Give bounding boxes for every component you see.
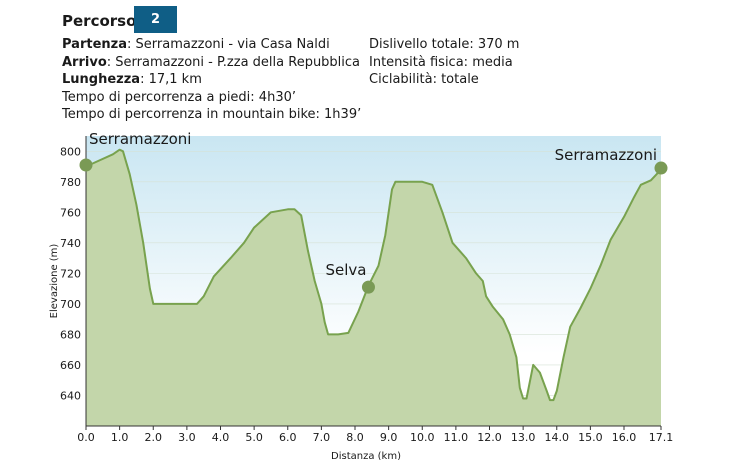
x-tick-label: 5.0	[245, 431, 263, 444]
length-line: Lunghezza: 17,1 km	[62, 71, 361, 89]
waypoint-label: Serramazzoni	[555, 146, 657, 164]
elevation-line	[85, 148, 662, 402]
x-tick-label: 3.0	[178, 431, 196, 444]
y-ticks: 640 660 680 700 720 740 760 780 800	[60, 145, 81, 402]
end-label: Arrivo	[62, 54, 107, 70]
x-tick-label: 1.0	[111, 431, 129, 444]
y-tick-label: 780	[60, 176, 81, 189]
route-number-badge: 2	[134, 6, 177, 33]
start-value: : Serramazzoni - via Casa Naldi	[127, 37, 330, 52]
walk-time: Tempo di percorrenza a piedi: 4h30’	[62, 89, 296, 105]
elevation-gain: Dislivello totale: 370 m	[369, 37, 520, 52]
x-tick-label: 6.0	[279, 431, 297, 444]
end-line: Arrivo: Serramazzoni - P.zza della Repub…	[62, 54, 361, 72]
route-info-right: Dislivello totale: 370 m Intensità fisic…	[369, 36, 519, 89]
y-tick-label: 720	[60, 267, 81, 280]
y-axis-label: Elevazione (m)	[49, 244, 60, 319]
route-title: Percorso	[62, 12, 137, 30]
route-info-left: Partenza: Serramazzoni - via Casa Naldi …	[62, 36, 361, 124]
y-tick-label: 660	[60, 359, 81, 372]
cyclability: Ciclabilità: totale	[369, 72, 479, 87]
waypoint-marker	[79, 158, 93, 172]
y-tick-label: 760	[60, 206, 81, 219]
bike-time: Tempo di percorrenza in mountain bike: 1…	[62, 107, 362, 122]
waypoint-label: Selva	[325, 261, 366, 279]
y-tick-label: 700	[60, 298, 81, 311]
y-tick-label: 740	[60, 237, 81, 250]
waypoint-marker	[654, 161, 668, 175]
length-label: Lunghezza	[62, 72, 141, 87]
y-tick-label: 800	[60, 145, 81, 158]
x-tick-label: 13.0	[511, 431, 536, 444]
x-tick-label: 16.0	[612, 431, 637, 444]
x-tick-label: 7.0	[313, 431, 331, 444]
waypoint-label: Serramazzoni	[89, 130, 191, 148]
x-axis-label: Distanza (km)	[331, 451, 401, 460]
end-value: : Serramazzoni - P.zza della Repubblica	[106, 54, 361, 70]
x-ticks: 0.0 1.0 2.0 3.0 4.0 5.0 6.0 7.0 8.0 9.0 10.0 11.0 12…	[77, 426, 673, 444]
start-line: Partenza: Serramazzoni - via Casa Naldi	[62, 36, 361, 54]
route-header: Percorso 2 Partenza: Serramazzoni - via …	[62, 6, 722, 126]
x-tick-label: 4.0	[212, 431, 230, 444]
intensity: Intensità fisica: media	[369, 54, 513, 70]
length-value: : 17,1 km	[140, 72, 202, 87]
y-tick-label: 640	[60, 389, 81, 402]
x-tick-label: 2.0	[145, 431, 163, 444]
x-tick-label: 15.0	[578, 431, 603, 444]
x-tick-label: 12.0	[477, 431, 502, 444]
x-tick-label: 14.0	[545, 431, 570, 444]
annotations: Serramazzoni Selva Serramazzoni	[79, 130, 668, 294]
x-tick-label: 0.0	[77, 431, 95, 444]
x-tick-label: 9.0	[380, 431, 398, 444]
x-tick-label: 10.0	[410, 431, 435, 444]
x-tick-label: 8.0	[346, 431, 364, 444]
y-tick-label: 680	[60, 328, 81, 341]
x-tick-label: 17.1	[649, 431, 674, 444]
x-tick-label: 11.0	[444, 431, 469, 444]
start-label: Partenza	[62, 37, 127, 52]
waypoint-marker	[361, 280, 375, 294]
